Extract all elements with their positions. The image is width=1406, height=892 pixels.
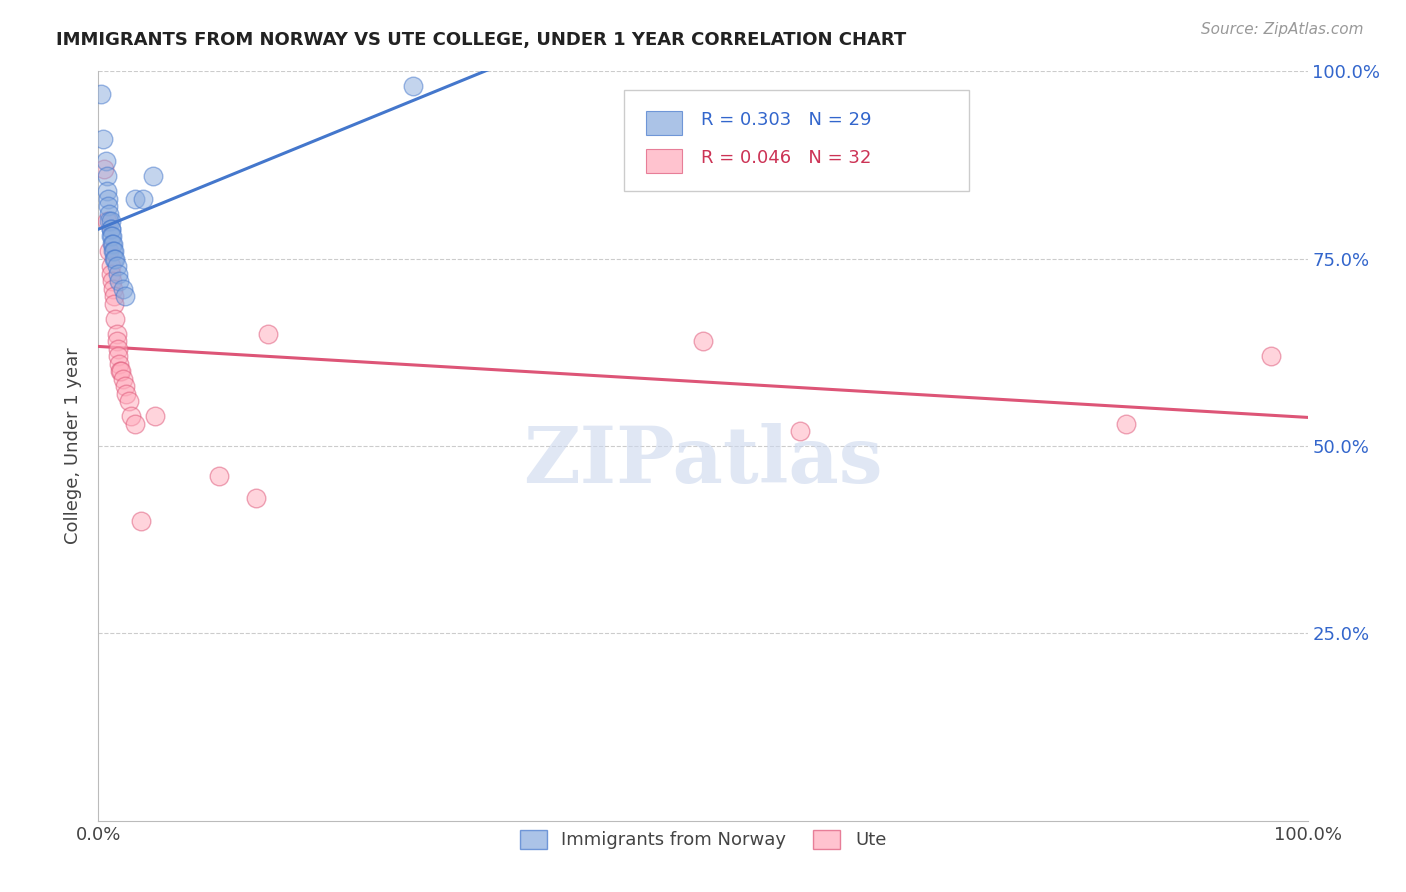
Point [100,229,122,244]
Point [100,236,122,251]
Point [143,409,166,423]
Point [110,364,132,378]
Point [103,296,125,310]
FancyBboxPatch shape [647,112,682,135]
Text: IMMIGRANTS FROM NORWAY VS UTE COLLEGE, UNDER 1 YEAR CORRELATION CHART: IMMIGRANTS FROM NORWAY VS UTE COLLEGE, U… [56,31,907,49]
Text: ZIPatlas: ZIPatlas [523,423,883,499]
Point [107,267,129,281]
Point [1115,417,1137,431]
Point [96,214,118,228]
Point [96,184,118,198]
Point [98,207,121,221]
Point [108,274,131,288]
Point [124,192,146,206]
Point [97,199,120,213]
Point [96,169,118,184]
Point [142,169,165,184]
Point [111,371,134,385]
FancyBboxPatch shape [647,149,682,172]
Point [132,192,155,206]
Point [1260,349,1282,363]
Point [97,192,120,206]
Point [118,394,141,409]
Point [245,491,267,506]
Point [105,334,128,348]
Point [107,342,129,356]
Point [104,252,127,266]
Point [129,514,152,528]
Text: R = 0.046   N = 32: R = 0.046 N = 32 [700,149,870,167]
Point [100,259,122,273]
Point [100,214,122,228]
Point [115,386,138,401]
Point [101,282,124,296]
Legend: Immigrants from Norway, Ute: Immigrants from Norway, Ute [513,822,893,856]
Point [94,154,117,169]
Point [98,244,121,259]
Point [108,364,131,378]
Point [111,282,134,296]
Point [103,252,125,266]
Point [100,229,122,244]
Point [100,274,122,288]
Point [103,289,125,303]
Text: Source: ZipAtlas.com: Source: ZipAtlas.com [1201,22,1364,37]
Point [101,236,124,251]
Point [100,221,122,235]
Point [93,161,115,176]
Point [124,417,146,431]
Point [90,87,112,101]
Point [692,334,714,348]
Point [103,244,125,259]
Point [100,221,122,235]
Point [789,424,811,438]
Point [256,326,278,341]
Point [114,379,136,393]
Point [101,244,124,259]
Point [108,357,131,371]
Point [98,214,121,228]
Point [91,132,114,146]
Point [107,349,129,363]
Point [104,311,127,326]
Point [114,289,136,303]
Point [208,469,231,483]
FancyBboxPatch shape [624,90,969,191]
Y-axis label: College, Under 1 year: College, Under 1 year [65,348,83,544]
Text: R = 0.303   N = 29: R = 0.303 N = 29 [700,112,872,129]
Point [120,409,142,423]
Point [402,79,425,94]
Point [105,326,128,341]
Point [100,267,122,281]
Point [105,259,128,273]
